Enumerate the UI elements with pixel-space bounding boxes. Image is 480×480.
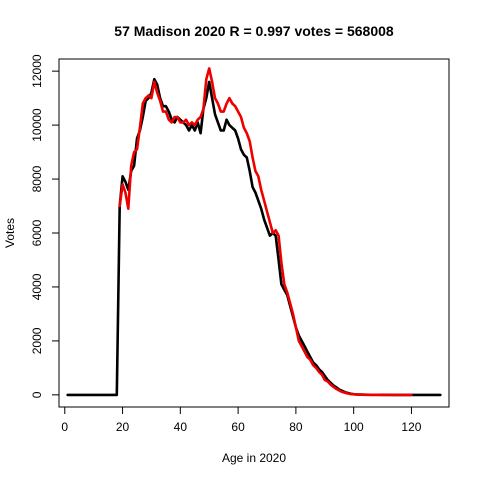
series-line-2	[118, 67, 413, 397]
x-tick-label: 60	[231, 420, 245, 434]
x-tick-label: 0	[61, 420, 68, 434]
y-tick-label: 8000	[30, 165, 44, 192]
series-line-1	[66, 77, 442, 397]
y-tick-label: 10000	[30, 108, 44, 142]
x-axis-label: Age in 2020	[222, 451, 286, 465]
x-tick-label: 120	[401, 420, 421, 434]
x-tick-label: 100	[344, 420, 364, 434]
y-axis-label: Votes	[3, 218, 17, 248]
y-axis: 0 2000 4000 6000 8000 10000 12000	[30, 54, 60, 398]
y-tick-label: 12000	[30, 54, 44, 88]
chart-title: 57 Madison 2020 R = 0.997 votes = 568008	[114, 23, 394, 39]
y-tick-label: 2000	[30, 327, 44, 354]
x-tick-label: 20	[116, 420, 130, 434]
y-tick-label: 4000	[30, 273, 44, 300]
series-layer	[66, 67, 442, 397]
x-tick-label: 80	[289, 420, 303, 434]
y-tick-label: 0	[30, 391, 44, 398]
y-tick-label: 6000	[30, 219, 44, 246]
x-tick-label: 40	[174, 420, 188, 434]
x-axis: 0 20 40 60 80 100 120	[61, 406, 422, 434]
